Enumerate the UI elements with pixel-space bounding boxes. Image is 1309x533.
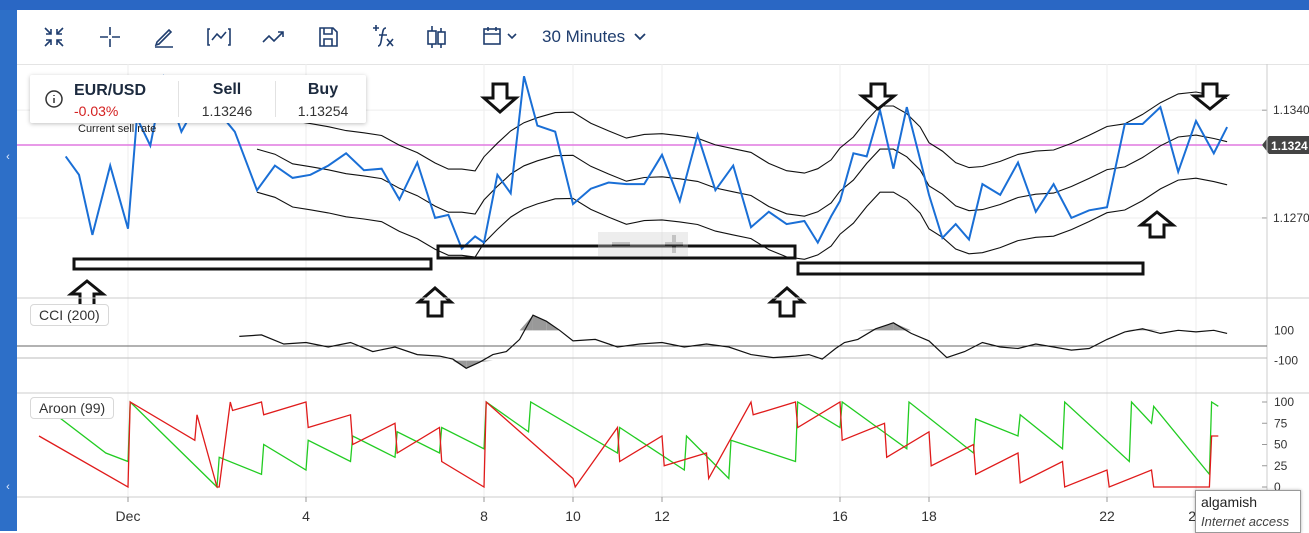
cci-fill xyxy=(452,315,1161,369)
up-arrow xyxy=(415,286,455,318)
compress-icon[interactable] xyxy=(39,22,69,52)
aroon-tick-label: 100 xyxy=(1274,395,1294,409)
timeframe-label: 30 Minutes xyxy=(542,27,626,46)
current-value-flag: 1.1324 xyxy=(1262,136,1309,154)
price-axis: 1.1340 1.1270 xyxy=(1262,103,1309,225)
cci-tick-label: -100 xyxy=(1274,354,1298,368)
price-panel: 1.1340 1.1270 1.1324 xyxy=(17,73,1309,318)
timeframe-dropdown[interactable]: 30 Minutes xyxy=(542,24,647,50)
chart-toolbar: 30 Minutes xyxy=(17,10,1309,65)
cci-axis: 100 -100 xyxy=(1274,323,1298,367)
aroon-panel: 100 75 50 25 0 xyxy=(38,395,1294,494)
up-arrow xyxy=(767,286,807,318)
up-arrow xyxy=(1136,210,1178,239)
bollinger-bands xyxy=(256,91,1228,260)
candlestick-icon[interactable] xyxy=(423,22,453,52)
divider xyxy=(178,81,179,117)
cci-overbought-fill xyxy=(519,315,533,331)
zoom-controls[interactable] xyxy=(598,232,688,256)
cci-panel: 100 -100 xyxy=(17,314,1298,369)
indicator-icon[interactable] xyxy=(204,22,234,52)
crosshair-icon[interactable] xyxy=(95,22,125,52)
function-icon[interactable] xyxy=(369,22,399,52)
drawn-arrows[interactable] xyxy=(66,82,1231,318)
aroon-tick-label: 25 xyxy=(1274,459,1288,473)
aroon-up-line xyxy=(38,400,1219,489)
cci-line xyxy=(239,314,1228,369)
zoom-out-icon[interactable] xyxy=(612,242,630,246)
drawn-rectangle[interactable] xyxy=(796,261,1145,276)
aroon-tick-label: 0 xyxy=(1274,480,1281,494)
tooltip-subtitle: Internet access xyxy=(1201,514,1290,529)
x-tick-label: 4 xyxy=(302,508,310,524)
drawn-rectangle[interactable] xyxy=(72,257,433,271)
x-tick-label: 16 xyxy=(832,508,848,524)
x-tick-label: 22 xyxy=(1099,508,1115,524)
sell-label[interactable]: Sell xyxy=(212,81,242,98)
chevron-down-icon xyxy=(634,33,646,41)
aroon-tick-label: 75 xyxy=(1274,416,1288,430)
network-tooltip: algamish Internet access xyxy=(1195,490,1301,533)
symbol: EUR/USD xyxy=(74,82,147,99)
y-tick-label: 1.1270 xyxy=(1273,211,1309,225)
drawn-rectangle[interactable] xyxy=(436,244,797,260)
cci-overbought-fill xyxy=(857,328,876,331)
cci-oversold-fill xyxy=(479,360,493,363)
up-arrow xyxy=(66,279,108,308)
band-line xyxy=(256,134,1228,217)
x-tick-label: 18 xyxy=(921,508,937,524)
current-value-label: 1.1324 xyxy=(1271,139,1308,153)
aroon-down-line xyxy=(38,400,1219,489)
side-arrow-icon[interactable]: ‹ xyxy=(6,481,10,493)
tooltip-title: algamish xyxy=(1201,494,1258,510)
grid xyxy=(17,64,1262,497)
down-arrow xyxy=(480,82,520,114)
y-tick-label: 1.1340 xyxy=(1273,103,1309,117)
zoom-bg xyxy=(598,232,688,256)
change-percent: -0.03% xyxy=(74,103,119,119)
x-tick-label: 12 xyxy=(654,508,670,524)
current-rate-label: Current sell rate xyxy=(78,123,157,135)
band-line xyxy=(256,91,1228,174)
zoom-in-icon[interactable] xyxy=(665,235,683,253)
cci-legend[interactable]: CCI (200) xyxy=(30,304,109,326)
cci-tick-label: 100 xyxy=(1274,323,1294,337)
info-icon[interactable] xyxy=(44,89,64,114)
down-arrow xyxy=(857,82,899,111)
save-icon[interactable] xyxy=(313,22,343,52)
quote-panel[interactable]: EUR/USD -0.03% Sell 1.13246 Buy 1.13254 xyxy=(30,75,366,123)
cci-overbought-fill xyxy=(532,315,547,331)
x-tick-label: 8 xyxy=(480,508,488,524)
side-arrow-icon[interactable]: ‹ xyxy=(6,151,10,163)
buy-value[interactable]: 1.13254 xyxy=(297,103,349,119)
x-tick-label: Dec xyxy=(116,508,141,524)
browser-top-strip xyxy=(0,0,1309,10)
trend-icon[interactable] xyxy=(259,22,289,52)
aroon-legend[interactable]: Aroon (99) xyxy=(30,397,115,419)
divider xyxy=(275,81,276,117)
buy-label[interactable]: Buy xyxy=(307,81,339,98)
aroon-axis: 100 75 50 25 0 xyxy=(1262,395,1294,494)
down-arrow xyxy=(1189,82,1231,111)
aroon-tick-label: 50 xyxy=(1274,438,1288,452)
x-tick-label: 10 xyxy=(565,508,581,524)
calendar-icon[interactable] xyxy=(479,22,525,52)
price-line xyxy=(64,73,1228,251)
x-axis: Dec48101216182224 xyxy=(116,497,1204,524)
cci-overbought-fill xyxy=(893,322,912,331)
sell-value[interactable]: 1.13246 xyxy=(201,103,253,119)
pencil-icon[interactable] xyxy=(149,22,179,52)
left-side-panel: ‹ ‹ xyxy=(0,10,17,531)
